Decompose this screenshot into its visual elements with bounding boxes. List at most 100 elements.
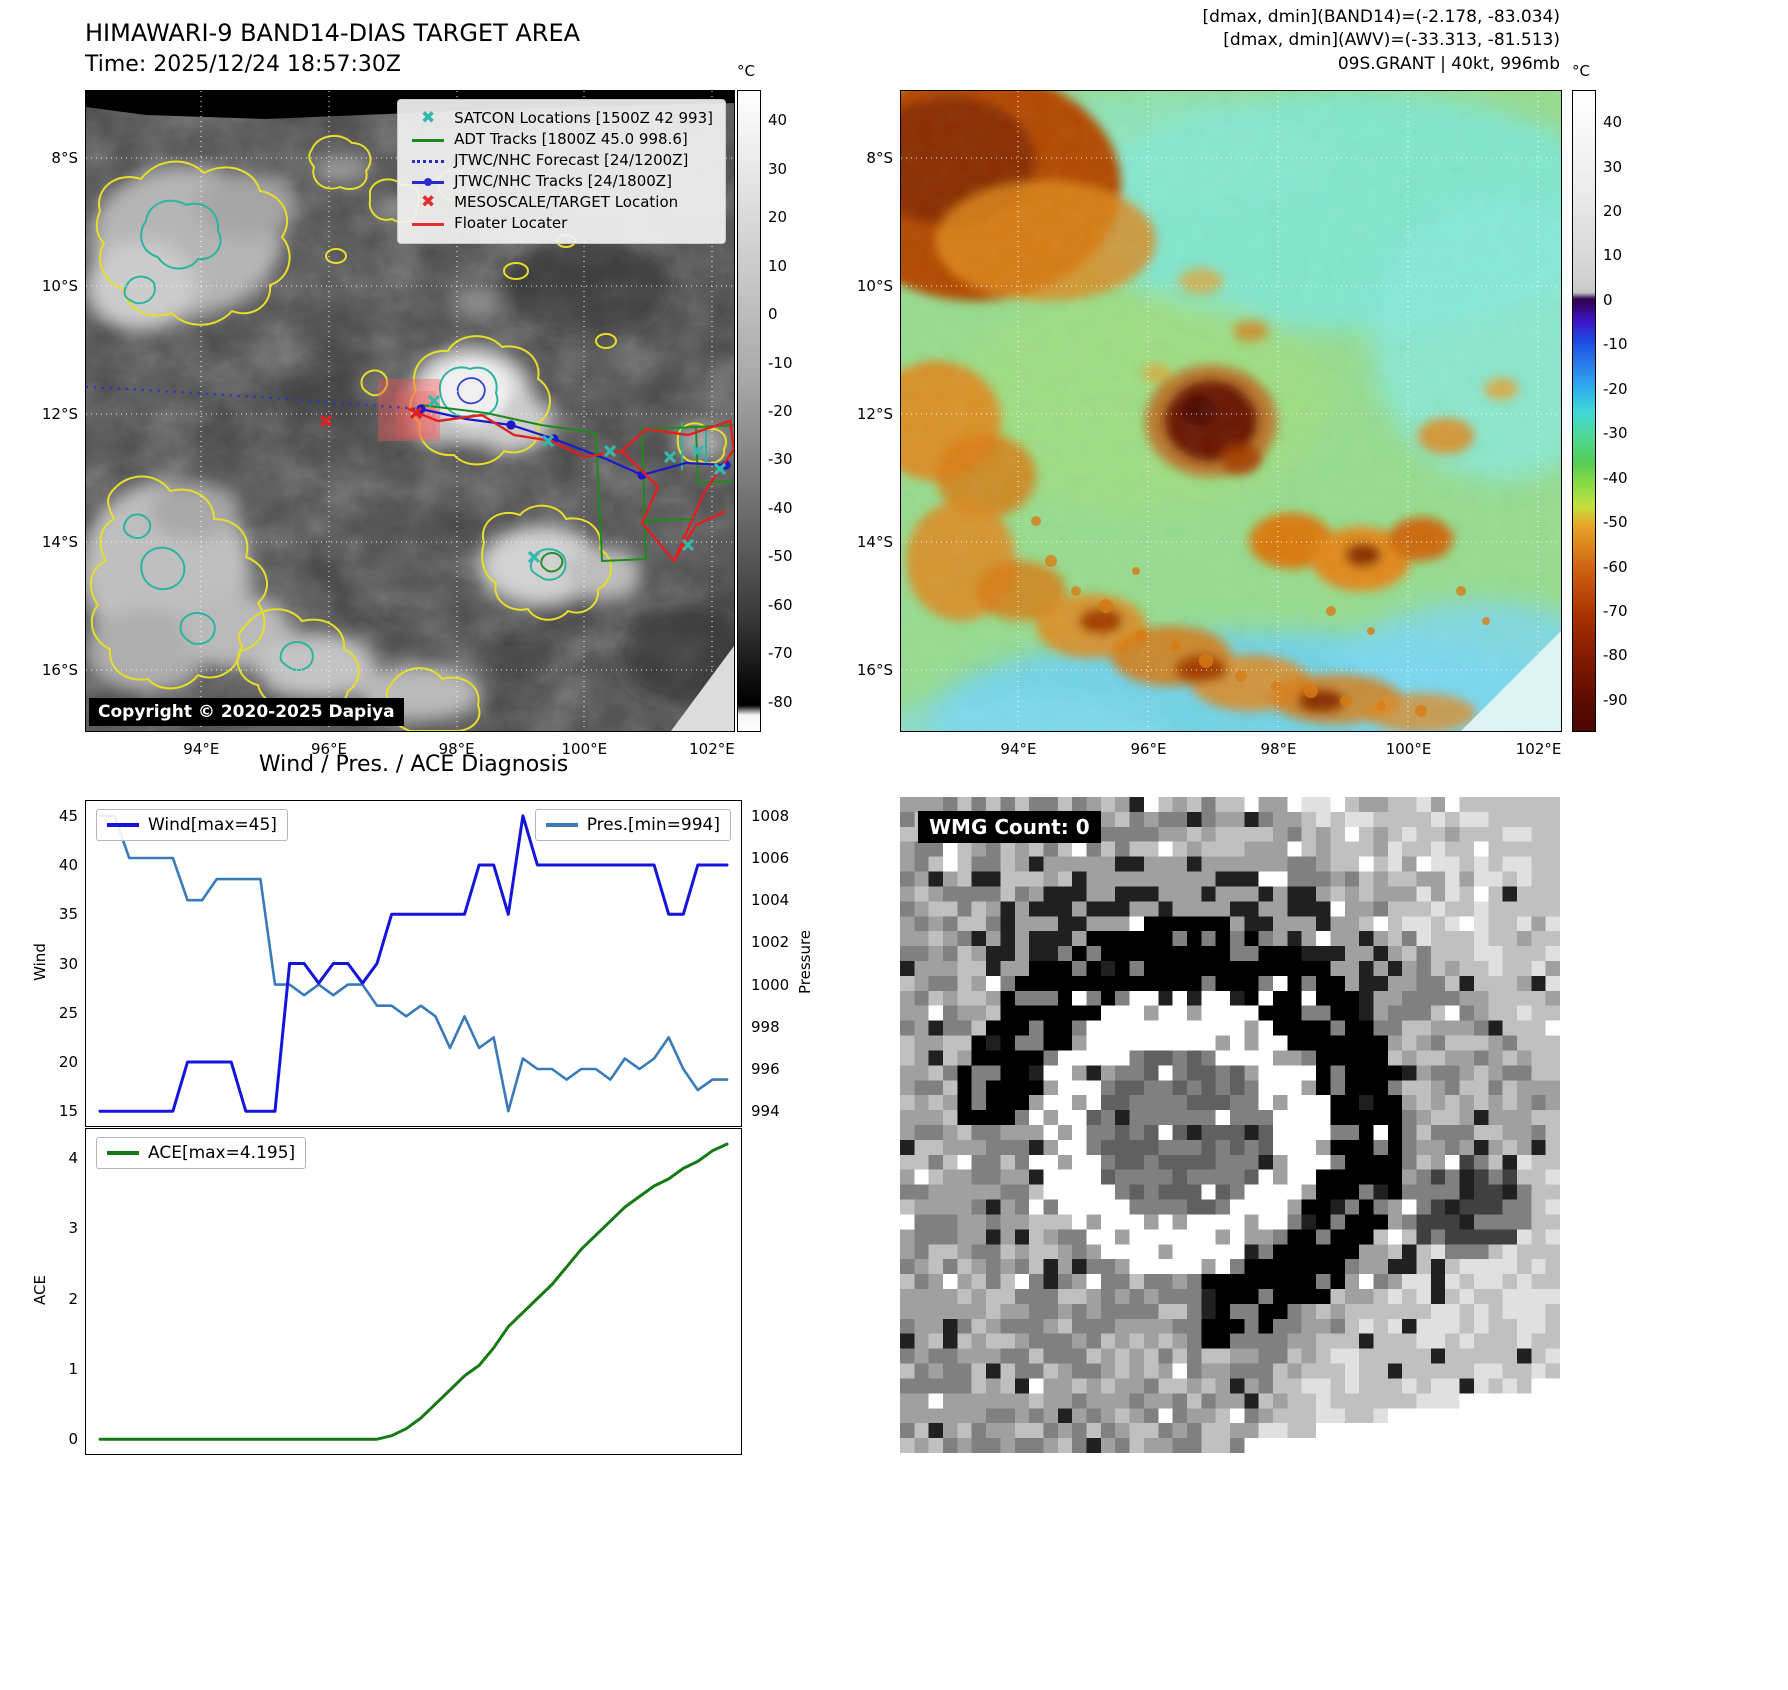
colorbar-tick-label: -70 (1603, 602, 1628, 620)
wind-legend: Wind[max=45] (96, 809, 288, 841)
pressure-legend: Pres.[min=994] (534, 809, 731, 841)
colorbar-tick-label: 40 (1603, 113, 1623, 132)
lat-tick-label: 14°S (856, 533, 893, 552)
legend-line (412, 138, 445, 142)
colorbar-tick-label: 20 (768, 208, 788, 227)
awv-texture (901, 91, 1561, 731)
axis-tick-label: 30 (58, 954, 78, 973)
axis-tick-label: 1000 (751, 975, 790, 994)
colorbar-tick-label: -90 (1603, 690, 1628, 709)
pressure-legend-line (545, 823, 578, 827)
axis-tick-label: 25 (58, 1003, 78, 1022)
legend-line (412, 222, 445, 226)
series-line (98, 1142, 729, 1441)
colorbar-tick-label: -20 (1603, 379, 1628, 398)
colorbar-tick-label: 10 (768, 256, 788, 275)
band14-legend: ✖ SATCON Locations [1500Z 42 993] ADT Trac… (397, 99, 726, 244)
band14-colorbar: 40 30 20 10 0 -10 -20 -30 -40 -50 -60 -70 -80 (737, 90, 793, 732)
wind-axis-label: Wind (31, 943, 49, 981)
series-line (98, 814, 729, 1113)
wind-pressure-plot (98, 814, 729, 1113)
legend-dot (424, 178, 433, 186)
brightness-contours (90, 134, 727, 731)
ace-legend-line (107, 1151, 139, 1155)
awv-colorbar: 40 30 20 10 0 -10 -20 -30 -40 -50 -60 -70 -80 -90 (1572, 90, 1628, 732)
legend-item: Floater Locater (410, 215, 713, 233)
lon-tick-label: 94°E (183, 740, 220, 758)
ace-plot (98, 1142, 729, 1441)
lat-tick-label: 16°S (856, 661, 893, 680)
axis-tick-label: 1006 (751, 848, 790, 867)
legend-label: SATCON Locations [1500Z 42 993] (454, 109, 713, 128)
band14-subtitle: Time: 2025/12/24 18:57:30Z (85, 51, 401, 77)
legend-item: ✖ SATCON Locations [1500Z 42 993] (410, 108, 713, 129)
axis-tick-label: 3 (68, 1219, 78, 1238)
legend-label: Floater Locater (454, 214, 568, 233)
colorbar-tick-label: 10 (1603, 246, 1623, 265)
axis-tick-label: 45 (58, 806, 78, 825)
legend-marker-x: ✖ (420, 108, 436, 129)
lat-tick-label: 12°S (41, 405, 78, 424)
axis-tick-label: 996 (751, 1060, 780, 1079)
legend-item: JTWC/NHC Forecast [24/1200Z] (410, 152, 713, 170)
legend-label: ADT Tracks [1800Z 45.0 998.6] (454, 130, 688, 149)
axis-tick-label: 2 (68, 1289, 78, 1308)
jtwc-forecast-line (86, 385, 422, 411)
colorbar-tick-label: 20 (1603, 202, 1623, 220)
legend-marker-dotted (410, 152, 446, 170)
legend-label: JTWC/NHC Tracks [24/1800Z] (454, 172, 672, 191)
colorbar-tick-label: -10 (1603, 335, 1628, 354)
axis-tick-label: 35 (58, 905, 78, 924)
scan-edge-corner (671, 646, 734, 731)
colorbar-tick-label: -70 (768, 644, 793, 663)
lat-tick-label: 16°S (41, 661, 78, 680)
axis-tick-label: 994 (751, 1102, 780, 1121)
wind-pressure-chart: Wind[max=45] Pres.[min=994] 15 20 25 30 35 40… (59, 800, 789, 1127)
pressure-axis-label: Pressure (796, 929, 814, 995)
legend-item: JTWC/NHC Tracks [24/1800Z] (410, 173, 713, 191)
colorbar-tick-label: 30 (768, 159, 788, 178)
lon-tick-label: 94°E (1000, 740, 1037, 758)
lon-tick-label: 96°E (1130, 740, 1167, 758)
lon-tick-label: 98°E (1260, 740, 1297, 758)
lat-tick-label: 8°S (51, 149, 78, 168)
legend-label: MESOSCALE/TARGET Location (454, 193, 679, 212)
wmg-count-label: WMG Count: 0 (918, 811, 1101, 843)
wmg-pixel-image (900, 797, 1560, 1453)
awv-title-line2: [dmax, dmin](AWV)=(-33.313, -81.513) (1223, 30, 1560, 51)
wmg-panel: WMG Count: 0 (900, 797, 1560, 1453)
awv-map: 8°S 10°S 12°S 14°S 16°S 94°E 96°E 98°E 100°E 102°… (857, 90, 1562, 758)
band14-colorbar-unit: °C (737, 62, 755, 80)
lon-tick-label: 98°E (438, 740, 475, 758)
colorbar-tick-label: -80 (768, 692, 793, 711)
colorbar-tick-label: -80 (1603, 646, 1628, 665)
satcon-markers (427, 394, 727, 564)
lon-tick-label: 102°E (1515, 740, 1562, 758)
band14-map: ✖ SATCON Locations [1500Z 42 993] ADT Trac… (42, 90, 735, 758)
lon-tick-label: 100°E (561, 740, 608, 758)
legend-marker-x: ✖ (420, 192, 436, 213)
colorbar-tick-label: -30 (1603, 424, 1628, 443)
legend-item: ✖ MESOSCALE/TARGET Location (410, 192, 713, 213)
ace-axis-label: ACE (31, 1275, 49, 1305)
colorbar-tick-label: 0 (1603, 290, 1613, 309)
colorbar-tick-label: -50 (768, 547, 793, 566)
axis-tick-label: 1004 (751, 891, 790, 910)
legend-line (412, 159, 445, 163)
awv-satellite-image (901, 91, 1561, 731)
lon-tick-label: 102°E (689, 740, 735, 758)
axis-tick-label: 1008 (751, 806, 790, 825)
lat-tick-label: 10°S (856, 277, 893, 296)
colorbar-tick-label: -20 (768, 402, 793, 420)
legend-marker-line (410, 215, 446, 233)
colorbar-tick-label: -40 (1603, 468, 1628, 487)
wind-legend-label: Wind[max=45] (148, 815, 277, 835)
floater-locater-line (407, 407, 734, 564)
copyright-badge: Copyright © 2020-2025 Dapiya (89, 698, 404, 726)
legend-marker-line-dot (410, 173, 446, 191)
latlon-grid (901, 91, 1561, 731)
scan-edge-corner (1461, 631, 1561, 731)
legend-item: ADT Tracks [1800Z 45.0 998.6] (410, 131, 713, 149)
colorbar-tick-label: 30 (1603, 157, 1623, 176)
colorbar-tick-label: 40 (768, 111, 788, 130)
